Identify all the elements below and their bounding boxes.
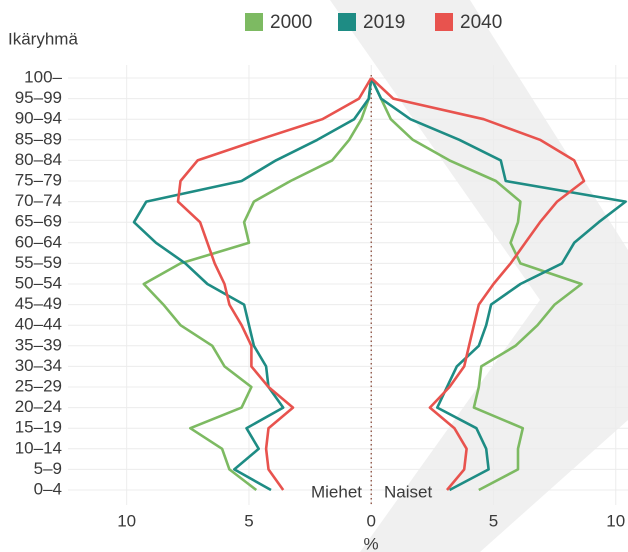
- y-tick-label: 85–89: [15, 129, 62, 148]
- y-tick-label: 30–34: [15, 356, 62, 375]
- y-tick-label: 5–9: [34, 459, 62, 478]
- line-men: [142, 77, 373, 492]
- y-tick-label: 20–24: [15, 397, 62, 416]
- x-tick-label: 5: [489, 511, 498, 530]
- y-tick-label: 95–99: [15, 88, 62, 107]
- line-men: [176, 77, 373, 491]
- watermark: [330, 0, 628, 552]
- x-axis-title: %: [363, 534, 378, 552]
- legend-swatch: [435, 13, 453, 31]
- y-tick-label: 40–44: [15, 315, 62, 334]
- y-tick-label: 15–19: [15, 418, 62, 437]
- y-tick-label: 75–79: [15, 170, 62, 189]
- y-tick-label: 65–69: [15, 212, 62, 231]
- y-tick-label: 35–39: [15, 335, 62, 354]
- y-tick-label: 90–94: [15, 109, 62, 128]
- y-tick-label: 45–49: [15, 294, 62, 313]
- legend-swatch: [338, 13, 356, 31]
- x-tick-label: 10: [117, 511, 136, 530]
- line-women: [370, 77, 586, 491]
- line-women: [370, 77, 583, 492]
- line-women: [370, 77, 627, 492]
- y-tick-label: 80–84: [15, 150, 62, 169]
- x-tick-label: 0: [366, 511, 375, 530]
- y-tick-label: 0–4: [34, 479, 62, 498]
- legend-swatch: [245, 13, 263, 31]
- annotation: Naiset: [384, 482, 432, 501]
- y-tick-label: 55–59: [15, 253, 62, 272]
- y-tick-label: 70–74: [15, 191, 62, 210]
- legend-label: 2019: [363, 12, 405, 33]
- annotation: Miehet: [311, 482, 362, 501]
- y-tick-label: 10–14: [15, 438, 62, 457]
- legend-label: 2000: [270, 12, 312, 33]
- line-men: [132, 77, 373, 492]
- y-tick-label: 50–54: [15, 273, 62, 292]
- legend-label: 2040: [460, 12, 502, 33]
- x-tick-label: 10: [606, 511, 625, 530]
- y-tick-label: 60–64: [15, 232, 62, 251]
- y-tick-label: 25–29: [15, 376, 62, 395]
- y-axis-title: Ikäryhmä: [8, 29, 78, 48]
- x-tick-label: 5: [244, 511, 253, 530]
- y-tick-label: 100–: [24, 67, 62, 86]
